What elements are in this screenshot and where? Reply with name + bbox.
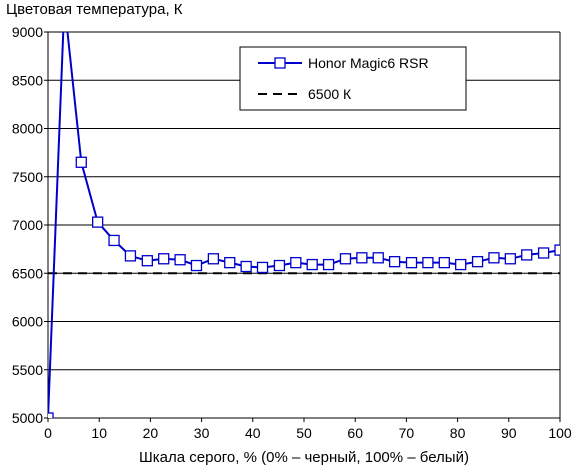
data-point: [240, 260, 252, 273]
data-point: [438, 256, 450, 269]
data-point: [75, 156, 87, 168]
data-point: [504, 253, 516, 265]
x-axis-label: Шкала серого, % (0% – черный, 100% – бел…: [139, 449, 469, 466]
data-point: [537, 247, 550, 259]
data-point: [158, 253, 170, 265]
x-tick-label: 0: [44, 425, 52, 441]
x-tick-label: 20: [143, 425, 159, 441]
data-point: [207, 253, 220, 265]
data-point: [141, 255, 153, 267]
series-layer: [48, 0, 560, 418]
data-point: [290, 256, 302, 269]
data-point: [455, 258, 467, 271]
y-tick-label: 5500: [12, 362, 43, 378]
data-point: [190, 259, 203, 272]
data-point: [48, 412, 54, 418]
x-tick-label: 70: [399, 425, 415, 441]
data-point: [405, 256, 418, 269]
data-point: [59, 0, 69, 8]
data-point: [322, 258, 335, 271]
data-point: [108, 234, 120, 247]
x-tick-label: 30: [194, 425, 210, 441]
legend-marker-honor: [274, 57, 286, 69]
y-tick-label: 8500: [12, 72, 43, 88]
data-point: [488, 252, 500, 264]
data-point: [273, 259, 286, 272]
legend-label-6500: 6500 К: [308, 86, 352, 102]
data-point: [388, 256, 401, 268]
x-tick-label: 60: [347, 425, 363, 441]
x-tick-label: 80: [450, 425, 466, 441]
legend-label-honor: Honor Magic6 RSR: [308, 55, 429, 71]
y-tick-label: 5000: [12, 410, 43, 426]
x-tick-label: 50: [296, 425, 312, 441]
x-tick-label: 100: [548, 425, 572, 441]
data-point: [256, 261, 269, 274]
y-tick-label: 9000: [12, 24, 43, 40]
x-tick-label: 90: [501, 425, 517, 441]
y-tick-label: 6000: [12, 314, 43, 330]
data-point: [521, 249, 533, 261]
y-tick-label: 7500: [12, 169, 43, 185]
axes: [44, 31, 561, 422]
data-point: [372, 252, 384, 264]
data-point: [554, 244, 560, 256]
data-point: [471, 256, 484, 268]
legend: Honor Magic6 RSR 6500 К: [239, 46, 467, 111]
y-tick-label: 7000: [12, 217, 43, 233]
tick-labels: 5000 5500 6000 6500 7000 7500 8000 8500 9000 0 10 2…: [12, 24, 572, 441]
data-point: [92, 216, 104, 228]
y-tick-label: 8000: [12, 121, 43, 137]
data-point: [306, 258, 318, 271]
data-point: [422, 256, 434, 269]
x-tick-label: 10: [91, 425, 107, 441]
x-tick-label: 40: [245, 425, 261, 441]
data-point: [174, 254, 186, 266]
data-point: [224, 256, 236, 269]
y-tick-label: 6500: [12, 265, 43, 281]
chart-title: Цветовая температура, К: [6, 1, 183, 18]
data-point: [124, 250, 137, 262]
data-point: [339, 253, 352, 265]
data-point: [356, 252, 368, 264]
